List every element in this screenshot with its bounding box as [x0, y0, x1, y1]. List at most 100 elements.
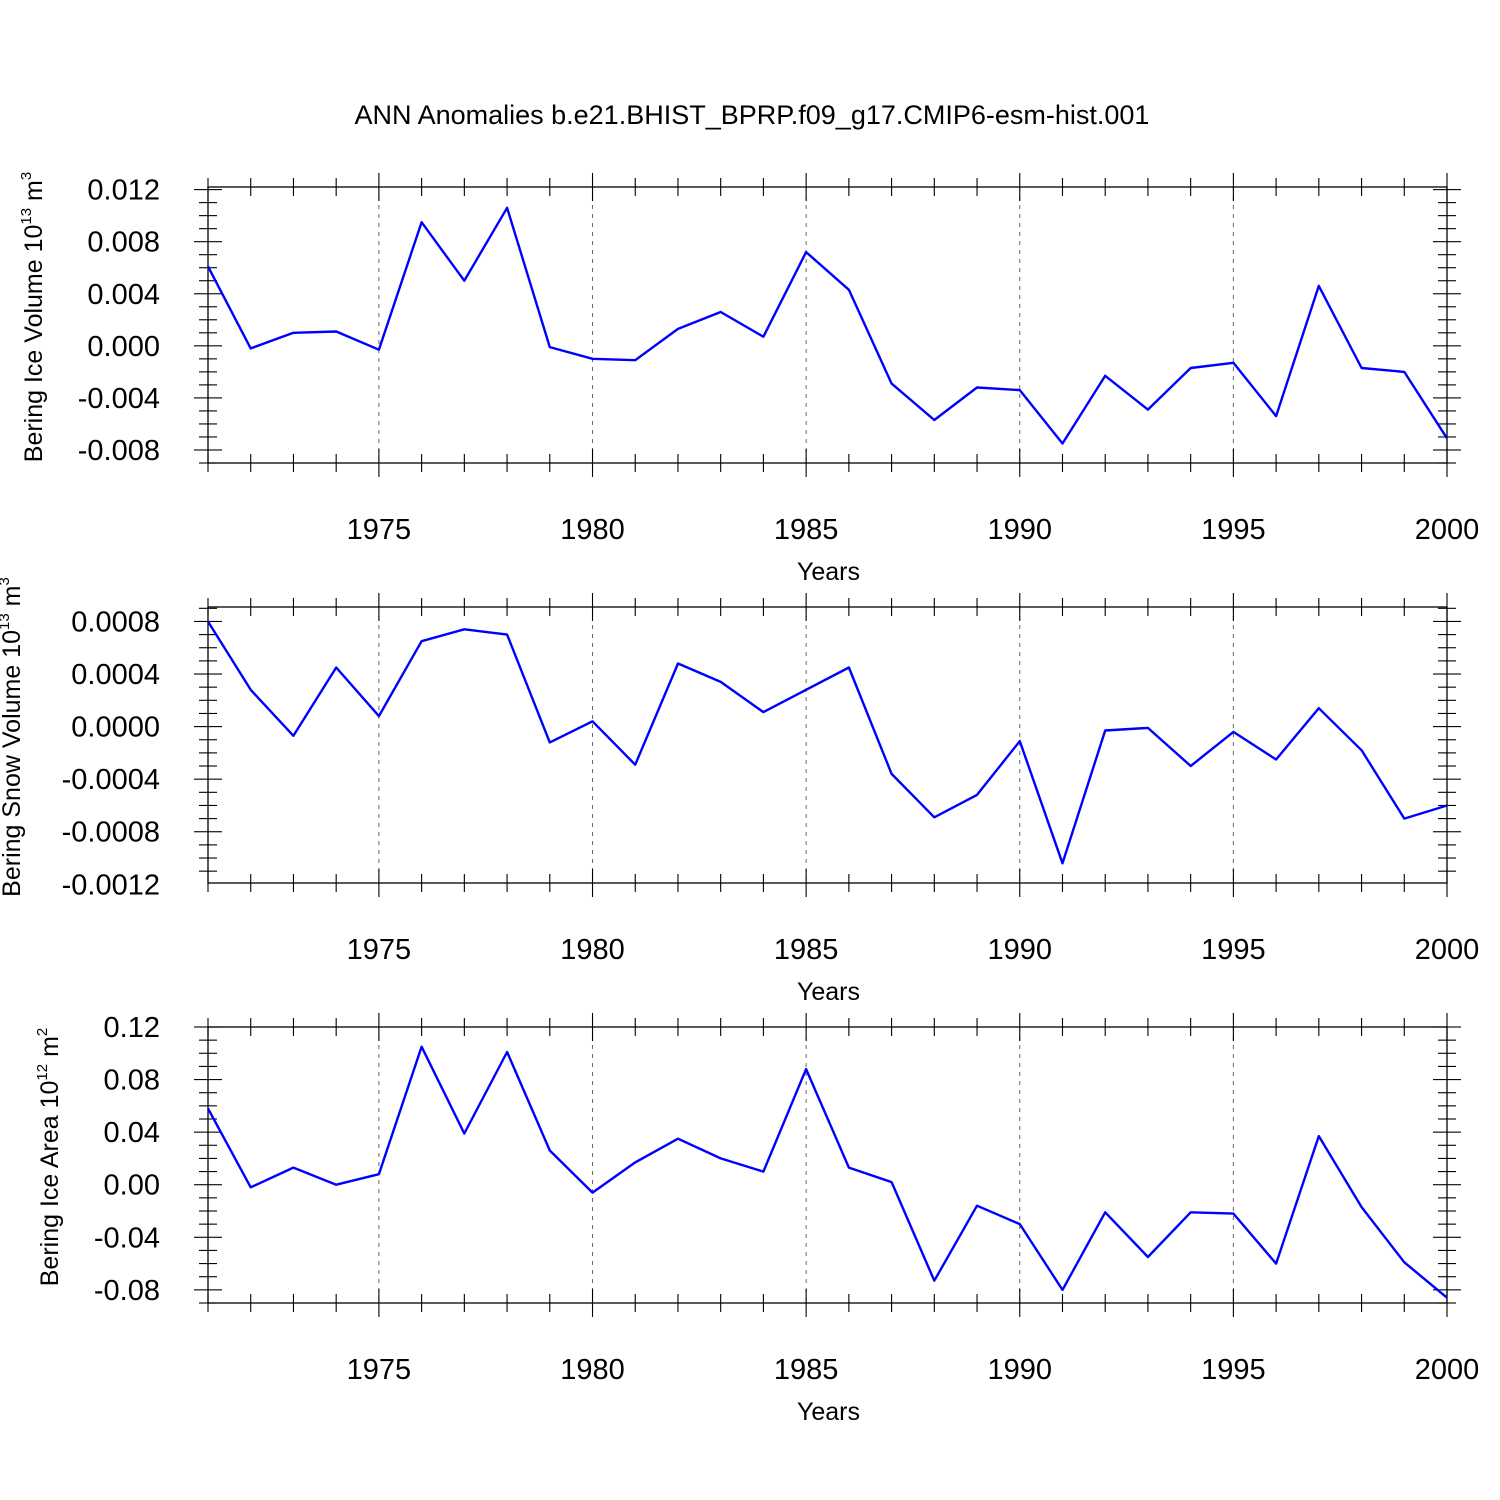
data-point	[847, 665, 851, 669]
data-point	[1231, 361, 1235, 365]
y-tick-label: 0.00	[104, 1170, 160, 1202]
data-point	[505, 1050, 509, 1054]
y-tick-label: 0.004	[87, 279, 160, 311]
data-point	[1360, 1205, 1364, 1209]
data-point	[1103, 374, 1107, 378]
data-point	[1189, 366, 1193, 370]
data-point	[1360, 748, 1364, 752]
x-tick-label: 1985	[774, 934, 839, 966]
data-point	[719, 1156, 723, 1160]
y-tick-label: -0.08	[94, 1275, 160, 1307]
data-point	[206, 264, 210, 268]
y-tick-label: 0.04	[104, 1117, 160, 1149]
y-axis-title: Bering Ice Area 1012 m2	[34, 1028, 64, 1287]
x-tick-label: 2000	[1415, 514, 1480, 546]
data-point	[1231, 730, 1235, 734]
data-point	[291, 1166, 295, 1170]
data-point	[1189, 1210, 1193, 1214]
data-point	[1274, 1262, 1278, 1266]
plot-frame	[207, 606, 1448, 884]
data-point	[719, 680, 723, 684]
x-tick-label: 1990	[988, 514, 1053, 546]
data-point	[462, 1131, 466, 1135]
data-point	[462, 279, 466, 283]
data-point	[1018, 739, 1022, 743]
data-point	[291, 734, 295, 738]
data-point	[334, 665, 338, 669]
x-tick-label: 1985	[774, 514, 839, 546]
data-point	[548, 345, 552, 349]
data-point	[932, 815, 936, 819]
data-point	[1103, 729, 1107, 733]
data-point	[591, 1191, 595, 1195]
y-tick-label: 0.000	[87, 331, 160, 363]
data-point	[1103, 1210, 1107, 1214]
data-point	[1445, 803, 1449, 807]
chart-panel-3: 1975 1980 1985 1990 1995 2000 Years -0.08 -0.04 0…	[34, 1012, 1479, 1426]
data-point	[633, 358, 637, 362]
data-point	[591, 719, 595, 723]
data-point	[1317, 706, 1321, 710]
data-point	[847, 288, 851, 292]
data-point	[1060, 1288, 1064, 1292]
data-point	[1402, 1260, 1406, 1264]
y-tick-label: 0.0004	[71, 659, 160, 691]
data-point	[761, 710, 765, 714]
data-point	[1060, 861, 1064, 865]
x-tick-label: 1975	[347, 934, 412, 966]
data-point	[377, 714, 381, 718]
plot-frame	[207, 1026, 1448, 1304]
data-point	[548, 1149, 552, 1153]
y-tick-label: -0.004	[78, 383, 160, 415]
data-point	[249, 346, 253, 350]
y-tick-label: 0.012	[87, 175, 160, 207]
data-point	[932, 418, 936, 422]
data-point	[206, 1106, 210, 1110]
data-point	[633, 763, 637, 767]
data-point	[890, 382, 894, 386]
data-point	[1445, 436, 1449, 440]
y-tick-label: 0.0008	[71, 606, 160, 638]
y-tick-label: 0.08	[104, 1065, 160, 1097]
data-point	[1189, 764, 1193, 768]
data-point	[505, 633, 509, 637]
x-tick-label: 1975	[347, 514, 412, 546]
data-point	[505, 206, 509, 210]
y-tick-label: -0.0012	[62, 869, 160, 901]
data-point	[676, 1137, 680, 1141]
x-tick-label: 1985	[774, 1354, 839, 1386]
y-axis-title: Bering Ice Volume 1013 m3	[18, 172, 48, 462]
plot-frame	[207, 186, 1448, 464]
y-tick-label: -0.04	[94, 1222, 160, 1254]
data-point	[420, 639, 424, 643]
data-point	[334, 330, 338, 334]
data-point	[1402, 817, 1406, 821]
data-point	[890, 1180, 894, 1184]
data-point	[1060, 441, 1064, 445]
chart-panel-1: 1975 1980 1985 1990 1995 2000 Years -0.008 -0.00…	[18, 172, 1479, 586]
data-point	[249, 1185, 253, 1189]
data-point	[1317, 1134, 1321, 1138]
y-axis-title: Bering Snow Volume 1013 m3	[0, 577, 26, 897]
y-tick-label: 0.12	[104, 1012, 160, 1044]
data-point	[761, 335, 765, 339]
data-point	[1146, 408, 1150, 412]
data-point	[761, 1170, 765, 1174]
data-point	[975, 385, 979, 389]
x-tick-label: 1990	[988, 934, 1053, 966]
data-point	[676, 327, 680, 331]
data-point	[1360, 366, 1364, 370]
data-point	[1274, 414, 1278, 418]
y-tick-label: -0.0008	[62, 817, 160, 849]
series-line	[206, 620, 1448, 865]
data-point	[633, 1160, 637, 1164]
data-point	[591, 357, 595, 361]
x-axis-title: Years	[797, 1398, 860, 1426]
data-point	[676, 662, 680, 666]
y-tick-label: 0.0000	[71, 712, 160, 744]
data-point	[249, 688, 253, 692]
data-point	[291, 331, 295, 335]
data-point	[1317, 284, 1321, 288]
data-point	[1018, 388, 1022, 392]
